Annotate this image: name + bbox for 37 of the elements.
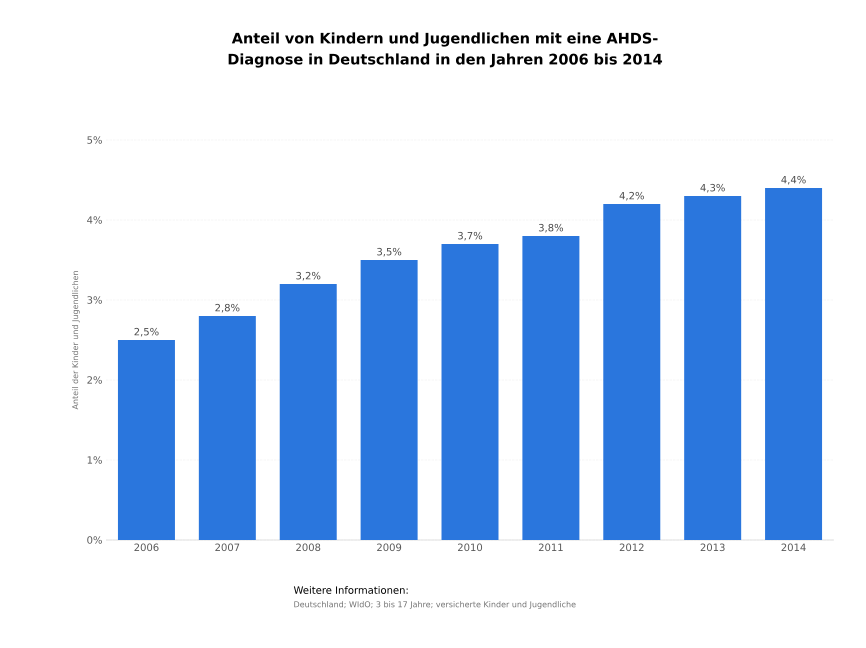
x-tick-label: 2009 — [377, 544, 402, 552]
data-label: 2,8% — [215, 304, 240, 312]
y-tick-label: 5% — [87, 136, 102, 144]
data-label: 3,8% — [538, 224, 564, 232]
y-tick-label: 0% — [87, 536, 102, 544]
y-tick-label: 4% — [87, 216, 102, 224]
x-tick-label: 2008 — [296, 544, 320, 552]
x-tick-label: 2013 — [700, 544, 725, 552]
y-tick-label: 2% — [87, 376, 102, 384]
x-tick-label: 2007 — [215, 544, 240, 552]
y-tick-label: 3% — [87, 296, 102, 304]
chart-title: Anteil von Kindern und Jugendlichen mit eine AHDS-Diagnose in Deutschland in den Jahren 2006 bis 2014 — [228, 32, 662, 68]
bar — [198, 316, 256, 540]
bar — [684, 196, 742, 540]
y-tick-label: 1% — [88, 456, 102, 464]
bar — [280, 284, 337, 540]
x-tick-label: 2006 — [134, 544, 159, 552]
text: Weitere Informationen: — [294, 586, 408, 594]
bar — [360, 260, 418, 540]
data-label: 4,3% — [700, 184, 725, 192]
data-label: 2,5% — [134, 328, 159, 336]
bar — [603, 204, 660, 540]
bar — [765, 188, 822, 540]
y-axis-title: Anteil der Kinder und Jugendlichen — [72, 271, 80, 410]
data-label: 3,5% — [377, 248, 402, 256]
data-label: 4,4% — [781, 176, 806, 184]
data-label: 4,2% — [620, 192, 644, 200]
text: Deutschland; WIdO; 3 bis 17 Jahre; versicherte Kinder und Jugendliche — [294, 601, 576, 609]
x-tick-label: 2012 — [620, 544, 644, 552]
x-tick-label: 2010 — [458, 544, 482, 552]
bar — [118, 340, 175, 540]
bar — [442, 244, 499, 540]
data-label: 3,7% — [458, 232, 482, 240]
data-label: 3,2% — [296, 272, 320, 280]
x-tick-label: 2011 — [538, 544, 563, 552]
x-tick-label: 2014 — [782, 544, 806, 552]
bar — [522, 236, 580, 540]
